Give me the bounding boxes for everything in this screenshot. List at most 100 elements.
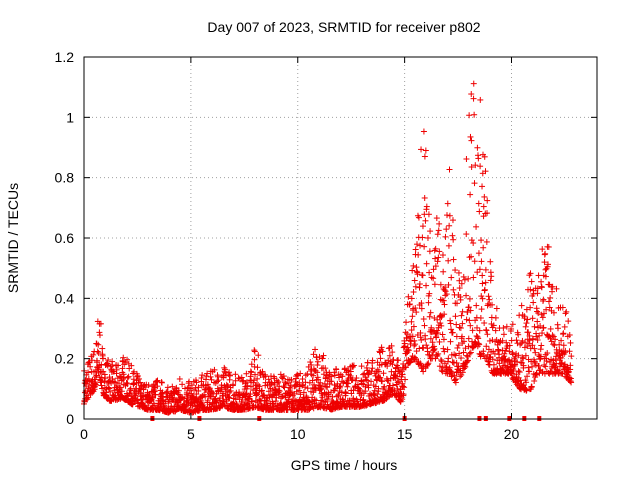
data-point [471, 180, 478, 187]
data-point [418, 146, 425, 153]
data-point [437, 320, 444, 327]
data-point [452, 352, 459, 359]
data-point [256, 398, 263, 405]
data-point [479, 183, 486, 190]
data-point [480, 244, 487, 251]
data-point [176, 375, 183, 382]
data-point [421, 322, 428, 329]
data-point [416, 280, 423, 287]
data-point [450, 256, 457, 263]
data-point [421, 153, 428, 160]
data-point [477, 314, 484, 321]
data-point [522, 339, 529, 346]
data-point [352, 377, 359, 384]
data-point [560, 342, 567, 349]
data-point [425, 211, 432, 218]
data-point [515, 368, 522, 375]
data-point [508, 325, 515, 332]
data-point [415, 214, 422, 221]
data-point [277, 400, 284, 407]
data-point [251, 348, 258, 355]
axis-ticks [83, 56, 597, 420]
data-point [490, 361, 497, 368]
data-point [513, 337, 520, 344]
data-point [344, 383, 351, 390]
data-point [506, 348, 513, 355]
data-point [542, 266, 549, 273]
data-point [544, 350, 551, 357]
data-point [424, 234, 431, 241]
data-point [248, 369, 255, 376]
data-point [120, 354, 127, 361]
data-point [467, 133, 474, 140]
data-point [474, 324, 481, 331]
data-point [107, 388, 114, 395]
data-point [88, 357, 95, 364]
data-point [226, 369, 233, 376]
data-point [445, 355, 452, 362]
data-point [328, 378, 335, 385]
data-point [471, 258, 478, 265]
data-point [422, 147, 429, 154]
data-point [467, 307, 474, 314]
data-point [334, 399, 341, 406]
data-point [331, 382, 338, 389]
data-point [413, 355, 420, 362]
data-point [543, 358, 550, 365]
data-point [443, 291, 450, 298]
data-point [377, 374, 384, 381]
data-point [436, 248, 443, 255]
data-point [158, 379, 165, 386]
data-point [434, 258, 441, 265]
data-point [465, 304, 472, 311]
data-point [458, 355, 465, 362]
data-point [240, 377, 247, 384]
data-point [401, 384, 408, 391]
data-point [296, 379, 303, 386]
data-point [423, 282, 430, 289]
data-point [269, 400, 276, 407]
data-point [418, 337, 425, 344]
data-point [540, 324, 547, 331]
data-point [297, 370, 304, 377]
data-point [329, 393, 336, 400]
data-point [440, 336, 447, 343]
data-point [482, 266, 489, 273]
data-point [500, 324, 507, 331]
data-point [309, 404, 316, 411]
data-point [254, 364, 261, 371]
data-point [449, 329, 456, 336]
data-point [342, 390, 349, 397]
data-point [542, 273, 549, 280]
data-point [401, 343, 408, 350]
data-point [408, 318, 415, 325]
data-point [414, 241, 421, 248]
data-point [275, 378, 282, 385]
data-point [345, 380, 352, 387]
data-point [519, 354, 526, 361]
data-point [531, 323, 538, 330]
data-point [466, 295, 473, 302]
data-point [439, 252, 446, 259]
data-point [559, 370, 566, 377]
data-point [384, 363, 391, 370]
data-point [244, 382, 251, 389]
data-point [81, 398, 88, 405]
data-point [113, 366, 120, 373]
data-point [363, 377, 370, 384]
data-point [512, 353, 519, 360]
data-point [99, 385, 106, 392]
data-point [448, 368, 455, 375]
data-point [456, 285, 463, 292]
data-point [380, 370, 387, 377]
data-point [280, 373, 287, 380]
data-point [346, 397, 353, 404]
data-point [362, 376, 369, 383]
data-point [355, 385, 362, 392]
data-point [552, 336, 559, 343]
data-point [255, 381, 262, 388]
y-axis-label: SRMTID / TECUs [5, 183, 21, 293]
y-tick-label: 0.8 [55, 170, 75, 186]
data-point [489, 301, 496, 308]
data-point [558, 360, 565, 367]
